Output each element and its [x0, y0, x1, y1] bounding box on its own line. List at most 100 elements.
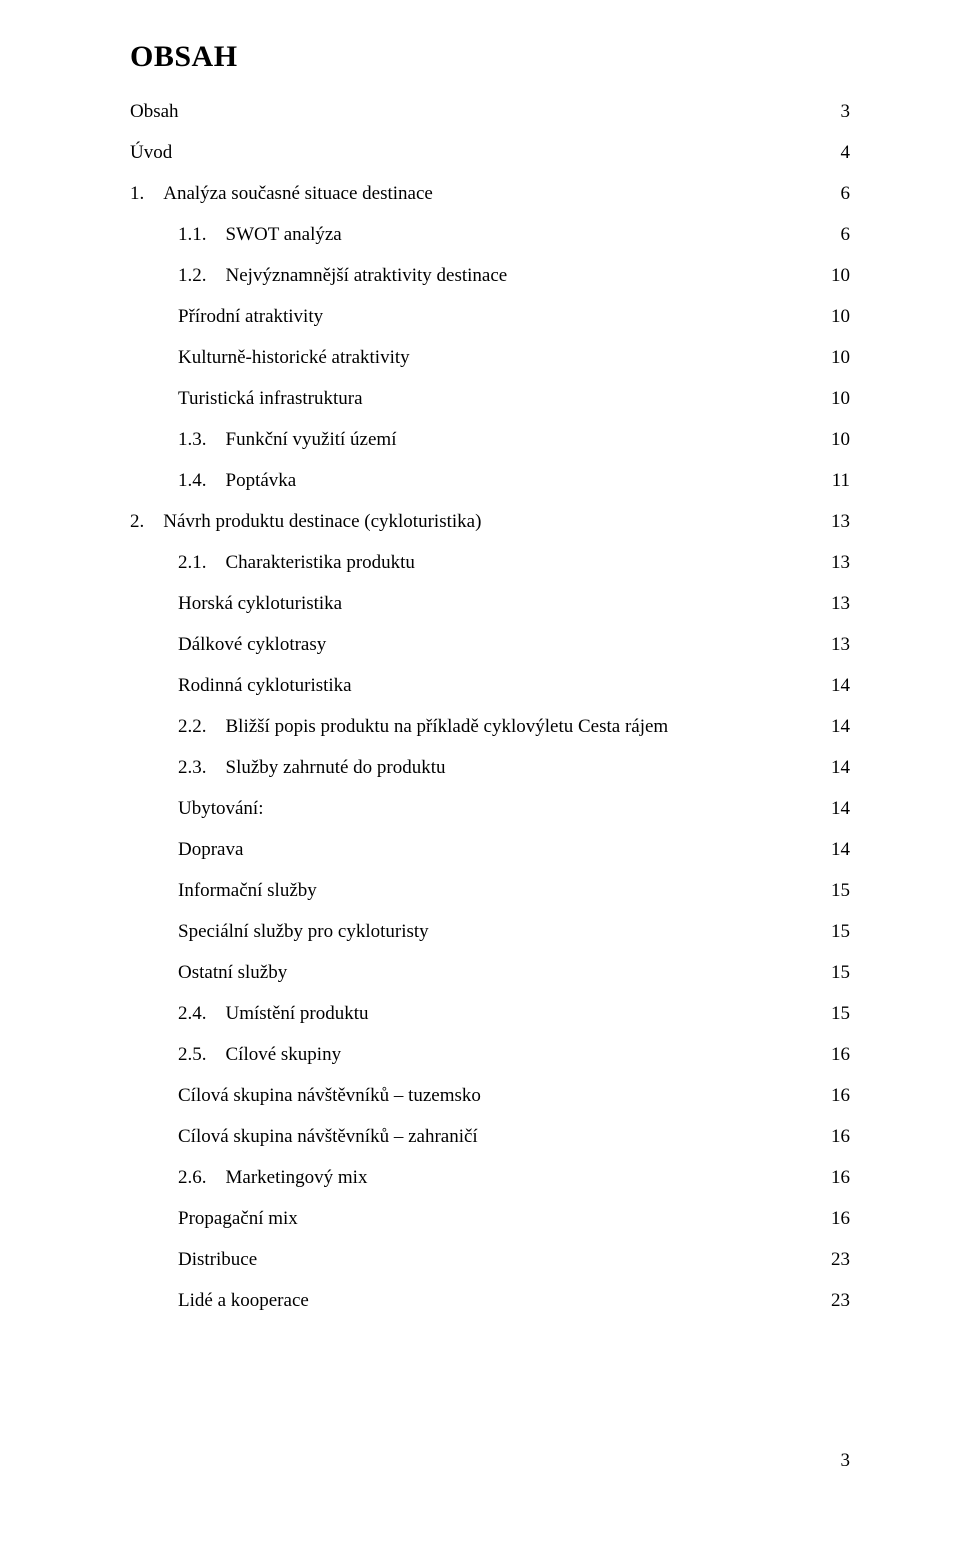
toc-entry: Obsah 3 [130, 102, 850, 121]
toc-entry-text: Ubytování: [178, 798, 264, 819]
toc-entry: 2.6. Marketingový mix 16 [130, 1168, 850, 1187]
toc-entry-label: Ubytování: [178, 799, 264, 818]
toc-entry-text: Funkční využití území [226, 429, 397, 450]
toc-entry-label: Informační služby [178, 881, 317, 900]
toc-entry-label: 1.2. Nejvýznamnější atraktivity destinac… [178, 266, 507, 285]
toc-entry-page: 16 [822, 1045, 850, 1064]
toc-entry-label: Kulturně-historické atraktivity [178, 348, 410, 367]
toc-entry-text: Kulturně-historické atraktivity [178, 347, 410, 368]
toc-entry-page: 23 [822, 1291, 850, 1310]
toc-entry-label: Lidé a kooperace [178, 1291, 309, 1310]
toc-entry-number: 2.3. [178, 758, 207, 777]
toc-entry-text: Služby zahrnuté do produktu [226, 757, 446, 778]
toc-entry: Speciální služby pro cykloturisty 15 [130, 922, 850, 941]
toc-entry-label: 2.3. Služby zahrnuté do produktu [178, 758, 446, 777]
toc-entry: Cílová skupina návštěvníků – zahraničí 1… [130, 1127, 850, 1146]
toc-entry-text: Dálkové cyklotrasy [178, 634, 326, 655]
toc-entry-label: Speciální služby pro cykloturisty [178, 922, 429, 941]
toc-entry-page: 15 [822, 881, 850, 900]
toc-entry-text: Lidé a kooperace [178, 1290, 309, 1311]
toc-entry-label: 1.1. SWOT analýza [178, 225, 342, 244]
toc-entry-page: 16 [822, 1209, 850, 1228]
toc-entry: 1.4. Poptávka 11 [130, 471, 850, 490]
toc-entry: Cílová skupina návštěvníků – tuzemsko 16 [130, 1086, 850, 1105]
toc-entry-label: 2.2. Bližší popis produktu na příkladě c… [178, 717, 668, 736]
toc-entry: 2. Návrh produktu destinace (cykloturist… [130, 512, 850, 531]
toc-entry-page: 14 [822, 717, 850, 736]
toc-entry-label: 2. Návrh produktu destinace (cykloturist… [130, 512, 481, 531]
toc-entry-label: 1.3. Funkční využití území [178, 430, 396, 449]
toc-entry-text: Cílová skupina návštěvníků – tuzemsko [178, 1085, 481, 1106]
toc-entry: Turistická infrastruktura 10 [130, 389, 850, 408]
toc-entry-number: 2. [130, 512, 144, 531]
toc-entry-number: 2.1. [178, 553, 207, 572]
toc-entry-page: 13 [822, 512, 850, 531]
toc-entry-text: Poptávka [226, 470, 297, 491]
toc-entry-number: 2.6. [178, 1168, 207, 1187]
toc-entry-page: 10 [822, 430, 850, 449]
toc-entry: 1.2. Nejvýznamnější atraktivity destinac… [130, 266, 850, 285]
toc-entry-page: 3 [822, 102, 850, 121]
toc-entry-label: Ostatní služby [178, 963, 287, 982]
toc-entry-page: 10 [822, 389, 850, 408]
toc-entry-page: 11 [822, 471, 850, 490]
toc-entry-page: 15 [822, 1004, 850, 1023]
toc-entry: 1. Analýza současné situace destinace 6 [130, 184, 850, 203]
toc-entry-label: 2.5. Cílové skupiny [178, 1045, 341, 1064]
toc-entry: 1.1. SWOT analýza 6 [130, 225, 850, 244]
toc-entry-page: 16 [822, 1086, 850, 1105]
toc-entry: Úvod 4 [130, 143, 850, 162]
toc-entry: Horská cykloturistika 13 [130, 594, 850, 613]
toc-entry-number: 2.5. [178, 1045, 207, 1064]
toc-entry: Distribuce 23 [130, 1250, 850, 1269]
toc-entry-label: Přírodní atraktivity [178, 307, 323, 326]
toc-entry-label: Turistická infrastruktura [178, 389, 363, 408]
toc-entry: Lidé a kooperace 23 [130, 1291, 850, 1310]
toc-entry-number: 1.3. [178, 430, 207, 449]
toc-entry-label: Cílová skupina návštěvníků – zahraničí [178, 1127, 478, 1146]
toc-entry-text: Cílové skupiny [226, 1044, 342, 1065]
toc-entry-text: Obsah [130, 101, 179, 122]
toc-entry: Dálkové cyklotrasy 13 [130, 635, 850, 654]
toc-entry-text: Nejvýznamnější atraktivity destinace [226, 265, 508, 286]
toc-entry-label: Úvod [130, 143, 172, 162]
toc-entry: Přírodní atraktivity 10 [130, 307, 850, 326]
toc-entry: Kulturně-historické atraktivity 10 [130, 348, 850, 367]
toc-entry-text: Informační služby [178, 880, 317, 901]
toc-entry-page: 14 [822, 840, 850, 859]
toc-entry-text: Charakteristika produktu [226, 552, 415, 573]
toc-entry-page: 16 [822, 1168, 850, 1187]
page-number: 3 [130, 1450, 850, 1472]
toc-entry: Ubytování: 14 [130, 799, 850, 818]
toc-entry-text: Distribuce [178, 1249, 257, 1270]
toc-entry-text: Marketingový mix [226, 1167, 368, 1188]
toc-entry-label: 1. Analýza současné situace destinace [130, 184, 433, 203]
toc-entry-page: 14 [822, 758, 850, 777]
toc-entry: 2.4. Umístění produktu 15 [130, 1004, 850, 1023]
toc-entry-page: 4 [822, 143, 850, 162]
toc-entry-text: Návrh produktu destinace (cykloturistika… [163, 511, 481, 532]
toc-entry-number: 1.4. [178, 471, 207, 490]
toc-entry-label: 2.1. Charakteristika produktu [178, 553, 415, 572]
toc-entry-page: 13 [822, 594, 850, 613]
toc-entry-text: Přírodní atraktivity [178, 306, 323, 327]
toc-entry-label: Cílová skupina návštěvníků – tuzemsko [178, 1086, 481, 1105]
toc-entry-label: 1.4. Poptávka [178, 471, 296, 490]
toc-entry-text: Analýza současné situace destinace [163, 183, 433, 204]
toc-entry: 2.2. Bližší popis produktu na příkladě c… [130, 717, 850, 736]
toc-entry-text: Ostatní služby [178, 962, 287, 983]
toc-entry-page: 15 [822, 963, 850, 982]
page-title: OBSAH [130, 40, 850, 74]
toc-entry-number: 2.4. [178, 1004, 207, 1023]
toc-entry-label: Rodinná cykloturistika [178, 676, 352, 695]
toc-entry-text: Doprava [178, 839, 243, 860]
toc-entry-label: Distribuce [178, 1250, 257, 1269]
toc-entry: Rodinná cykloturistika 14 [130, 676, 850, 695]
toc-entry-text: Cílová skupina návštěvníků – zahraničí [178, 1126, 478, 1147]
toc-entry-text: SWOT analýza [226, 224, 342, 245]
toc-entry-page: 13 [822, 635, 850, 654]
toc-entry-text: Bližší popis produktu na příkladě cyklov… [226, 716, 669, 737]
toc-entry-text: Umístění produktu [226, 1003, 369, 1024]
toc-entry-number: 2.2. [178, 717, 207, 736]
toc-entry-page: 10 [822, 307, 850, 326]
